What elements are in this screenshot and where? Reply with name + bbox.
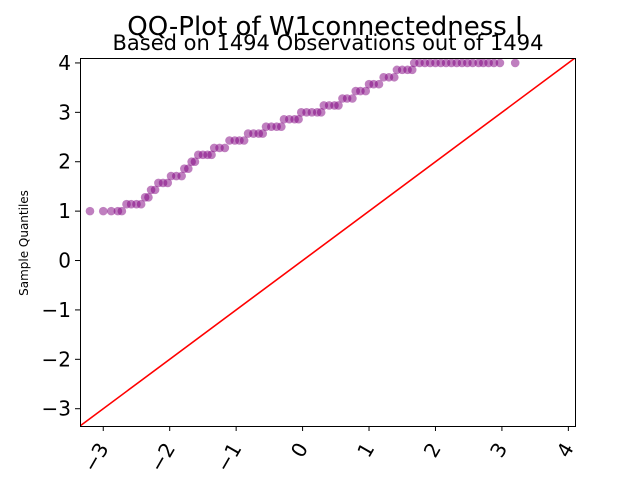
plot-marks <box>80 58 575 426</box>
data-point <box>374 79 384 89</box>
x-tick-label: −1 <box>211 439 247 477</box>
x-tick-label: 1 <box>352 439 379 462</box>
data-point <box>177 171 186 181</box>
y-tick-label: −3 <box>42 397 71 421</box>
data-point <box>316 108 326 117</box>
chart-subtitle: Based on 1494 Observations out of 1494 <box>112 31 543 55</box>
data-point <box>117 206 127 216</box>
chart-title: QQ-Plot of W1connectedness I <box>127 12 523 42</box>
y-tick-label: 4 <box>58 51 71 75</box>
data-point <box>389 72 399 82</box>
x-tick-label: −2 <box>145 439 181 477</box>
x-tick-label: 0 <box>286 439 313 462</box>
y-tick-label: 1 <box>58 199 71 223</box>
data-point <box>163 178 173 188</box>
data-point <box>407 65 417 75</box>
data-point <box>150 185 160 195</box>
y-tick-label: −2 <box>42 347 71 371</box>
y-axis-label: Sample Quantiles <box>17 190 31 296</box>
data-point <box>334 101 343 110</box>
data-point <box>106 206 116 216</box>
data-point <box>136 199 146 209</box>
y-tick-label: −1 <box>42 298 71 322</box>
data-point <box>294 114 303 124</box>
reference-line <box>80 58 575 426</box>
data-point <box>144 192 153 202</box>
plot-frame <box>80 58 576 427</box>
data-point <box>361 86 371 96</box>
y-tick-label: 3 <box>58 100 71 124</box>
data-point <box>207 150 216 160</box>
data-point <box>489 58 499 68</box>
x-tick-label: 4 <box>552 439 579 462</box>
data-point <box>220 143 230 153</box>
y-tick-label: 0 <box>58 249 71 273</box>
data-point <box>468 58 477 68</box>
data-point <box>277 122 286 131</box>
data-point <box>348 94 357 103</box>
data-point <box>184 164 193 173</box>
data-point <box>190 157 200 167</box>
data-point <box>495 58 505 68</box>
data-point <box>98 206 108 216</box>
data-point <box>85 206 95 216</box>
x-tick-label: 2 <box>419 439 446 462</box>
data-point <box>258 129 268 138</box>
x-tick-label: 3 <box>485 438 512 461</box>
data-point <box>239 136 249 145</box>
data-point <box>510 58 520 68</box>
y-tick-label: 2 <box>58 150 71 174</box>
x-tick-label: −3 <box>78 439 114 477</box>
